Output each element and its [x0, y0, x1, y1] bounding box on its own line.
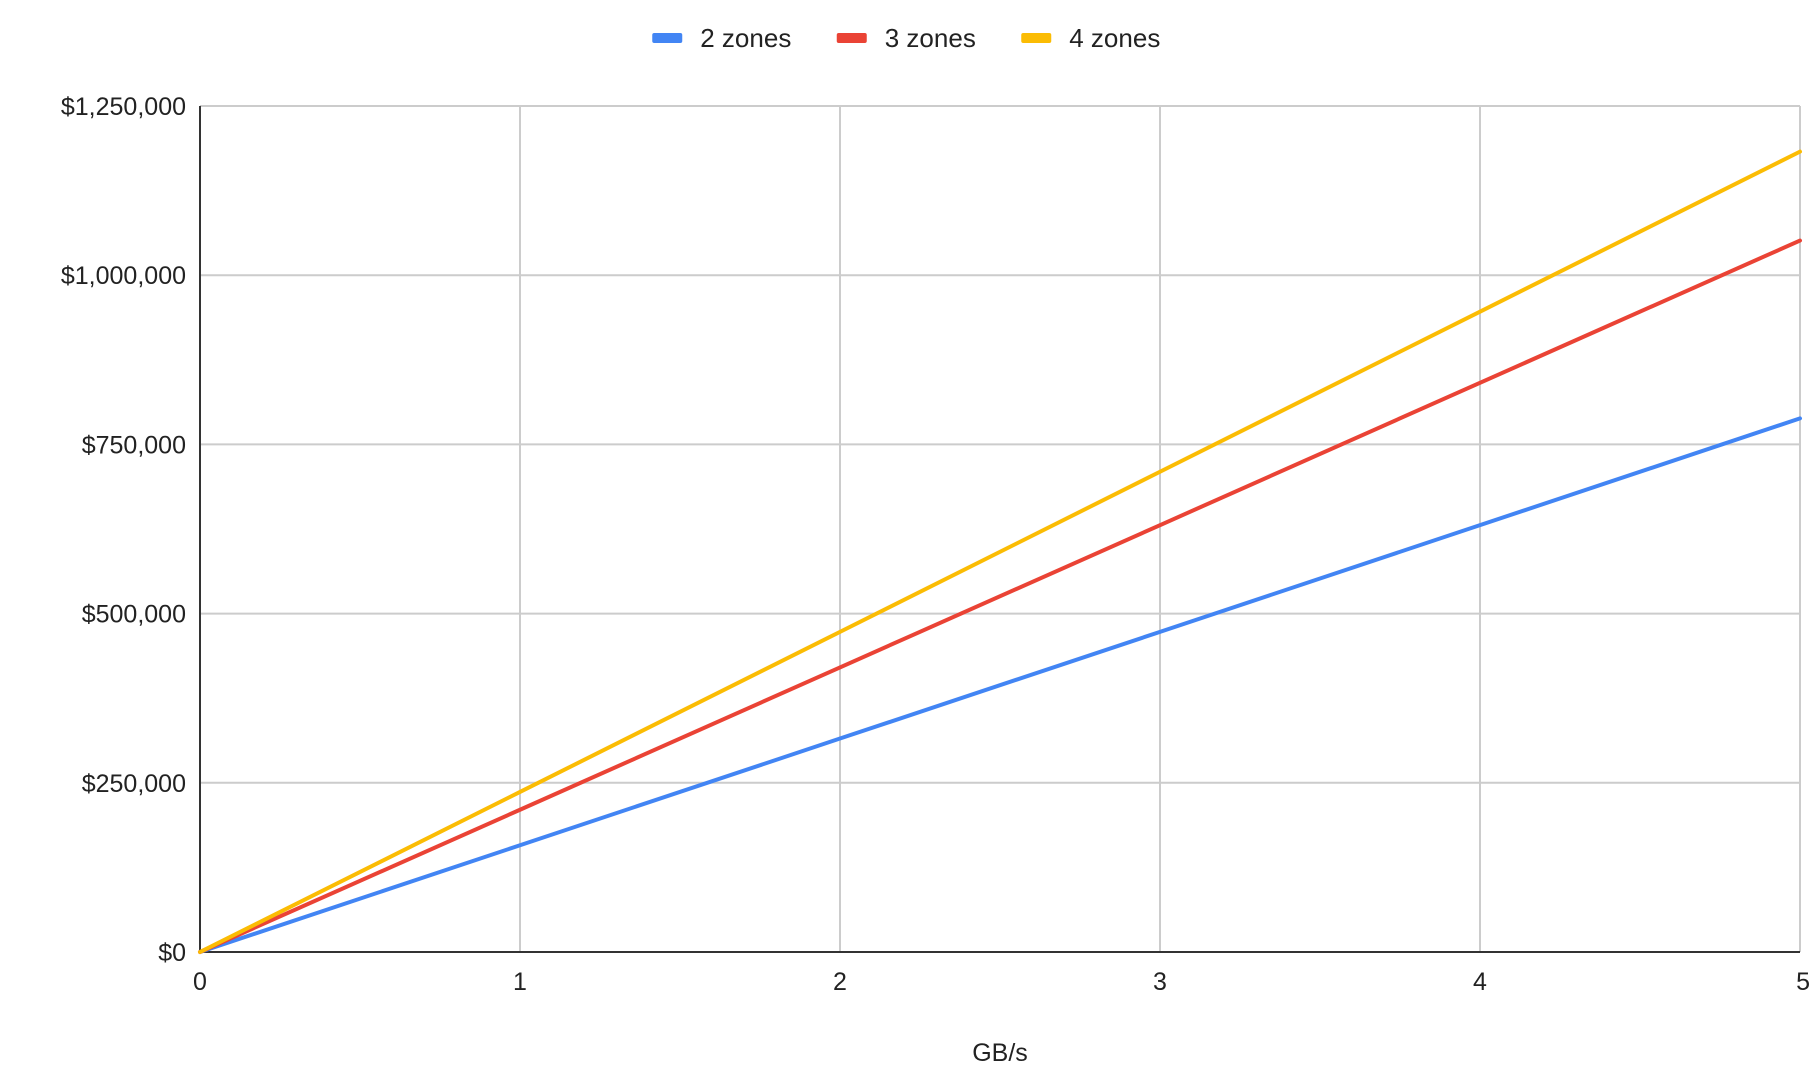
x-tick-label: 5 — [1796, 968, 1810, 996]
y-tick-label: $500,000 — [82, 601, 186, 629]
legend-swatch — [652, 33, 683, 43]
x-axis-title: GB/s — [972, 1039, 1028, 1067]
x-tick-label: 1 — [513, 968, 527, 996]
x-tick-label: 2 — [833, 968, 847, 996]
legend-item: 2 zones — [652, 23, 791, 53]
legend-item: 3 zones — [836, 23, 976, 53]
y-tick-label: $250,000 — [82, 770, 186, 798]
legend-label: 4 zones — [1069, 23, 1160, 53]
chart-grid — [200, 105, 1801, 952]
y-tick-label: $1,000,000 — [61, 262, 186, 290]
legend-label: 2 zones — [700, 23, 791, 53]
series-line-2 — [198, 238, 1802, 954]
x-tick-label: 0 — [193, 968, 207, 996]
x-tick-label: 4 — [1473, 968, 1487, 996]
x-tick-label: 3 — [1153, 968, 1167, 996]
y-tick-label: $1,250,000 — [61, 93, 186, 121]
legend-item: 4 zones — [1021, 23, 1160, 53]
chart-legend: 2 zones 3 zones 4 zones — [652, 23, 1160, 53]
y-tick-label: $0 — [158, 939, 186, 967]
y-tick-label: $750,000 — [82, 431, 186, 459]
chart-axes — [199, 106, 1800, 953]
legend-swatch — [836, 33, 867, 43]
legend-swatch — [1021, 33, 1052, 43]
series-line-1 — [198, 416, 1802, 954]
chart-series — [198, 149, 1802, 954]
chart-tick-labels: $0 $250,000 $500,000 $750,000 $1,000,000 $1,2… — [61, 93, 1810, 996]
legend-label: 3 zones — [885, 23, 976, 53]
series-line-3 — [198, 149, 1802, 954]
